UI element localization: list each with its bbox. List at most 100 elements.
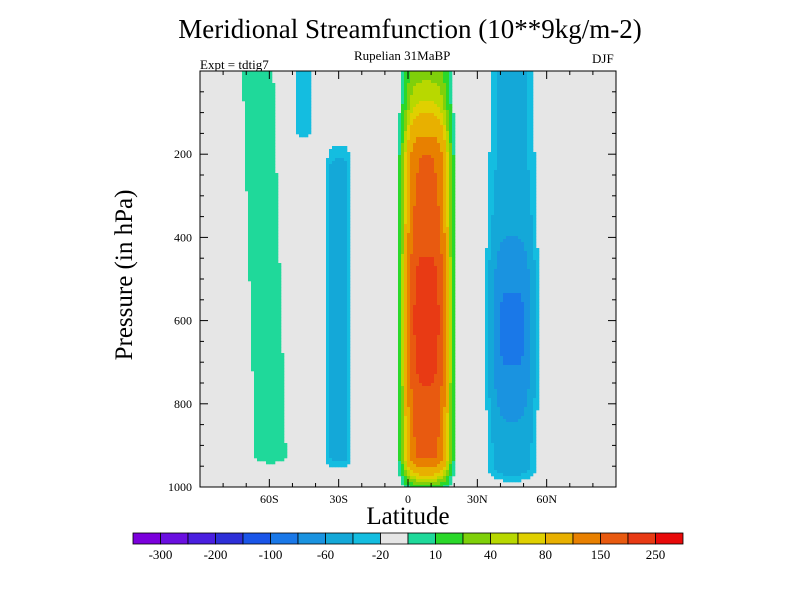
contour-cell <box>407 173 411 177</box>
contour-cell <box>521 347 525 351</box>
contour-cell <box>443 233 447 237</box>
contour-cell <box>440 185 444 189</box>
contour-cell <box>404 326 408 330</box>
contour-cell <box>494 179 498 183</box>
contour-cell <box>518 167 522 171</box>
contour-cell <box>413 338 417 342</box>
contour-cell <box>272 122 276 126</box>
contour-cell <box>248 239 252 243</box>
contour-cell <box>518 212 522 216</box>
contour-cell <box>266 191 270 195</box>
contour-cell <box>341 263 345 267</box>
contour-cell <box>251 356 255 360</box>
contour-cell <box>440 170 444 174</box>
contour-cell <box>446 119 450 123</box>
contour-cell <box>326 188 330 192</box>
contour-cell <box>512 179 516 183</box>
contour-cell <box>509 92 513 96</box>
contour-cell <box>434 104 438 108</box>
contour-cell <box>509 146 513 150</box>
contour-cell <box>491 299 495 303</box>
contour-cell <box>275 299 279 303</box>
contour-cell <box>275 206 279 210</box>
contour-cell <box>416 197 420 201</box>
contour-cell <box>275 290 279 294</box>
contour-cell <box>263 71 267 75</box>
contour-cell <box>266 80 270 84</box>
contour-cell <box>257 212 261 216</box>
contour-cell <box>500 185 504 189</box>
contour-cell <box>338 290 342 294</box>
contour-cell <box>254 278 258 282</box>
contour-cell <box>401 203 405 207</box>
contour-cell <box>407 212 411 216</box>
contour-cell <box>506 92 510 96</box>
contour-cell <box>452 272 456 276</box>
contour-cell <box>257 290 261 294</box>
contour-cell <box>506 128 510 132</box>
contour-cell <box>500 173 504 177</box>
contour-cell <box>452 218 456 222</box>
contour-cell <box>428 179 432 183</box>
contour-cell <box>437 101 441 105</box>
contour-cell <box>251 290 255 294</box>
contour-cell <box>344 320 348 324</box>
contour-cell <box>518 86 522 90</box>
contour-cell <box>521 218 525 222</box>
contour-cell <box>512 353 516 357</box>
contour-cell <box>494 224 498 228</box>
contour-cell <box>524 254 528 258</box>
contour-cell <box>299 104 303 108</box>
contour-cell <box>251 122 255 126</box>
contour-cell <box>260 92 264 96</box>
contour-cell <box>338 350 342 354</box>
contour-cell <box>488 314 492 318</box>
contour-cell <box>338 281 342 285</box>
contour-cell <box>425 257 429 261</box>
contour-cell <box>404 200 408 204</box>
contour-cell <box>452 149 456 153</box>
contour-cell <box>260 347 264 351</box>
contour-cell <box>254 71 258 75</box>
contour-cell <box>494 290 498 294</box>
contour-cell <box>407 248 411 252</box>
contour-cell <box>401 335 405 339</box>
contour-cell <box>431 209 435 213</box>
contour-cell <box>407 80 411 84</box>
contour-cell <box>494 260 498 264</box>
contour-cell <box>527 260 531 264</box>
contour-cell <box>347 350 351 354</box>
contour-cell <box>503 110 507 114</box>
contour-cell <box>275 176 279 180</box>
contour-cell <box>434 140 438 144</box>
contour-cell <box>512 131 516 135</box>
contour-cell <box>518 305 522 309</box>
contour-cell <box>440 236 444 240</box>
contour-cell <box>515 203 519 207</box>
contour-cell <box>428 206 432 210</box>
contour-cell <box>401 188 405 192</box>
contour-cell <box>269 263 273 267</box>
contour-cell <box>419 197 423 201</box>
contour-cell <box>422 251 426 255</box>
contour-cell <box>497 269 501 273</box>
contour-cell <box>440 134 444 138</box>
contour-cell <box>248 242 252 246</box>
contour-cell <box>341 221 345 225</box>
contour-cell <box>524 125 528 129</box>
contour-cell <box>530 227 534 231</box>
contour-cell <box>302 101 306 105</box>
contour-cell <box>500 116 504 120</box>
contour-cell <box>332 245 336 249</box>
contour-cell <box>431 344 435 348</box>
contour-cell <box>521 272 525 276</box>
contour-cell <box>245 146 249 150</box>
contour-cell <box>401 182 405 186</box>
contour-cell <box>533 185 537 189</box>
contour-cell <box>518 188 522 192</box>
contour-cell <box>347 206 351 210</box>
contour-cell <box>536 320 540 324</box>
contour-cell <box>242 80 246 84</box>
contour-cell <box>530 308 534 312</box>
contour-cell <box>272 350 276 354</box>
